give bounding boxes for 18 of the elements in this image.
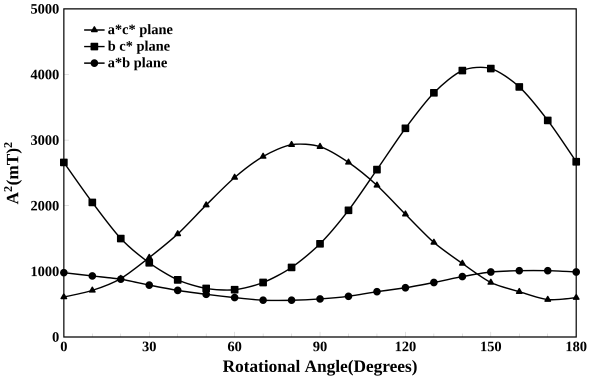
y-tick-label: 2000	[31, 201, 59, 211]
x-axis-title: Rotational Angle(Degrees)	[222, 360, 417, 376]
y-tick-label: 1000	[32, 266, 59, 276]
y-tick-label: 3000	[31, 135, 59, 146]
x-tick-label: 150	[481, 342, 502, 352]
legend-label: a*c* plane	[108, 24, 172, 38]
x-tick-label: 90	[313, 342, 327, 352]
y-tick-label: 0	[52, 332, 59, 342]
y-tick-label: 5000	[31, 4, 59, 14]
x-tick-label: 60	[228, 342, 242, 352]
x-tick-label: 0	[60, 342, 67, 352]
legend-label: a*b plane	[108, 57, 167, 70]
legend-label: b c* plane	[108, 40, 170, 54]
y-axis-title: A$^{2}$(mT)$^{2}$	[4, 142, 22, 204]
x-tick-label: 180	[566, 342, 586, 352]
x-tick-label: 30	[142, 342, 156, 352]
x-tick-label: 120	[396, 342, 416, 352]
y-tick-label: 4000	[30, 70, 59, 80]
